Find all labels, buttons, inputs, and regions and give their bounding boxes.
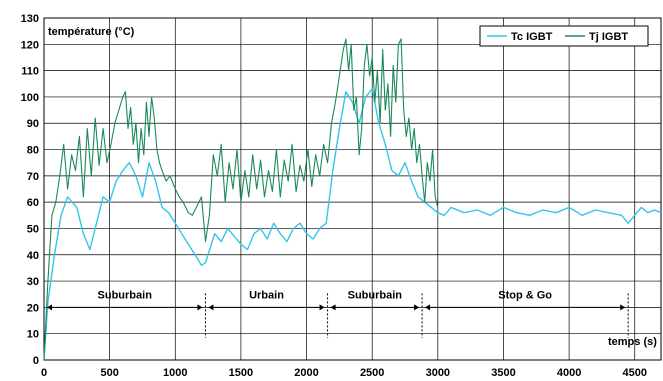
arrowhead-left [208, 304, 214, 311]
arrowhead-right [620, 304, 626, 311]
x-axis-ticks: 0 500 1000 1500 2000 2500 3000 3500 4000 4500 [41, 367, 647, 379]
phase-label: Urbain [249, 289, 284, 301]
arrowhead-left [425, 304, 431, 311]
y-tick-label: 40 [27, 250, 39, 262]
series-layer [43, 38, 662, 361]
y-tick-label: 10 [27, 329, 39, 341]
x-tick-label: 500 [100, 367, 118, 379]
x-tick-label: 4000 [557, 367, 581, 379]
y-tick-label: 30 [27, 276, 39, 288]
y-tick-label: 100 [21, 92, 39, 104]
legend-label-tc: Tc IGBT [511, 31, 553, 43]
y-tick-label: 110 [21, 66, 39, 78]
arrowhead-right [197, 304, 203, 311]
arrowhead-left [47, 304, 52, 311]
phase-label: Suburbain [98, 289, 153, 301]
x-tick-label: 3500 [491, 367, 515, 379]
legend-label-tj: Tj IGBT [589, 31, 628, 43]
y-tick-label: 80 [27, 145, 39, 157]
phase-label: Stop & Go [498, 289, 552, 301]
x-tick-label: 0 [41, 367, 47, 379]
y-tick-label: 50 [27, 223, 39, 235]
y-tick-label: 120 [21, 39, 39, 51]
x-tick-label: 1000 [163, 367, 187, 379]
arrowhead-left [330, 304, 336, 311]
x-tick-label: 2500 [360, 367, 384, 379]
series-line-tj-igbt [43, 38, 439, 361]
x-axis-label: temps (s) [608, 336, 657, 348]
y-tick-label: 90 [27, 118, 39, 130]
y-tick-label: 0 [33, 355, 39, 367]
y-tick-label: 20 [27, 302, 39, 314]
x-tick-label: 4500 [623, 367, 647, 379]
series-line-tc-igbt [43, 88, 662, 361]
phase-label: Suburbain [348, 289, 403, 301]
legend: Tc IGBT Tj IGBT [479, 25, 649, 47]
y-axis-label: température (°C) [48, 26, 135, 38]
x-tick-label: 2000 [294, 367, 318, 379]
y-tick-label: 130 [21, 13, 39, 25]
arrowhead-right [319, 304, 325, 311]
x-tick-label: 3000 [426, 367, 450, 379]
y-tick-label: 60 [27, 197, 39, 209]
phase-annotations: Suburbain Urbain Suburbain Stop & Go [47, 289, 629, 338]
y-axis-ticks: 0 10 20 30 40 50 60 70 80 90 100 110 120 130 [21, 13, 39, 367]
y-tick-label: 70 [27, 171, 39, 183]
x-tick-label: 1500 [229, 367, 253, 379]
legend-box [479, 25, 649, 47]
arrowhead-right [414, 304, 420, 311]
grid-lines [44, 18, 661, 360]
